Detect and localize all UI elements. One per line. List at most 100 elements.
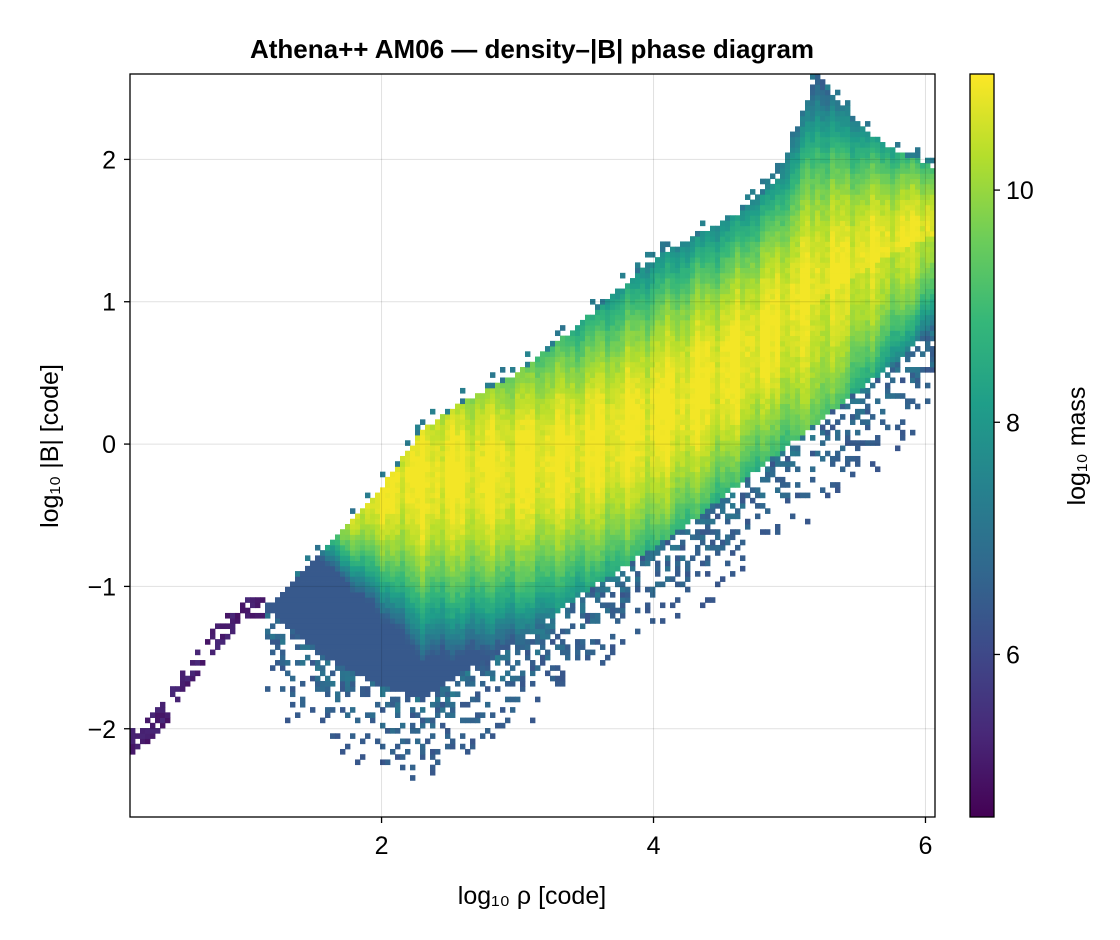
- heatmap-cell: [180, 670, 186, 677]
- heatmap-cell: [735, 429, 741, 436]
- heatmap-cell: [305, 644, 311, 650]
- heatmap-cell: [660, 398, 666, 405]
- heatmap-cell: [390, 639, 396, 645]
- heatmap-cell: [720, 325, 726, 331]
- heatmap-cell: [390, 597, 396, 603]
- heatmap-cell: [540, 508, 546, 514]
- heatmap-cell: [680, 319, 686, 326]
- heatmap-cell: [530, 670, 536, 677]
- heatmap-cell: [540, 544, 546, 551]
- heatmap-cell: [650, 445, 656, 452]
- heatmap-cell: [410, 764, 416, 771]
- heatmap-cell: [465, 424, 471, 431]
- heatmap-cell: [600, 367, 606, 373]
- heatmap-cell: [710, 340, 716, 347]
- heatmap-cell: [555, 544, 561, 551]
- heatmap-cell: [500, 393, 506, 399]
- heatmap-cell: [500, 466, 506, 473]
- heatmap-cell: [670, 330, 676, 337]
- heatmap-cell: [490, 487, 496, 493]
- heatmap-cell: [420, 581, 426, 588]
- heatmap-cell: [530, 387, 536, 394]
- heatmap-cell: [355, 654, 361, 661]
- heatmap-cell: [510, 419, 516, 425]
- heatmap-cell: [370, 628, 376, 635]
- heatmap-cell: [615, 387, 621, 394]
- heatmap-cell: [530, 612, 536, 619]
- heatmap-cell: [580, 435, 586, 441]
- heatmap-cell: [560, 576, 566, 582]
- heatmap-cell: [485, 544, 491, 551]
- heatmap-cell: [640, 476, 646, 483]
- heatmap-cell: [630, 424, 636, 431]
- heatmap-cell: [640, 513, 646, 520]
- heatmap-cell: [465, 518, 471, 525]
- heatmap-cell: [620, 346, 626, 352]
- heatmap-cell: [730, 419, 736, 425]
- heatmap-cell: [550, 539, 556, 546]
- heatmap-cell: [500, 602, 506, 609]
- heatmap-cell: [440, 707, 446, 713]
- heatmap-cell: [755, 435, 761, 441]
- heatmap-cell: [705, 298, 711, 305]
- heatmap-cell: [385, 597, 391, 603]
- heatmap-cell: [725, 319, 731, 326]
- heatmap-cell: [560, 382, 566, 389]
- heatmap-cell: [575, 560, 581, 567]
- heatmap-cell: [525, 408, 531, 415]
- heatmap-cell: [390, 628, 396, 635]
- heatmap-cell: [675, 330, 681, 337]
- heatmap-cell: [405, 503, 411, 509]
- heatmap-cell: [600, 534, 606, 541]
- heatmap-cell: [615, 367, 621, 373]
- heatmap-cell: [230, 623, 236, 630]
- heatmap-cell: [605, 387, 611, 394]
- heatmap-cell: [445, 550, 451, 556]
- heatmap-cell: [690, 440, 696, 446]
- heatmap-cell: [670, 403, 676, 410]
- heatmap-cell: [280, 597, 286, 603]
- heatmap-cell: [335, 560, 341, 567]
- heatmap-cell: [410, 503, 416, 509]
- heatmap-cell: [335, 633, 341, 640]
- heatmap-cell: [640, 529, 646, 535]
- heatmap-cell: [540, 414, 546, 420]
- heatmap-cell: [505, 471, 511, 478]
- heatmap-cell: [420, 607, 426, 614]
- heatmap-cell: [300, 680, 306, 687]
- heatmap-cell: [485, 581, 491, 588]
- heatmap-cell: [735, 482, 741, 488]
- heatmap-cell: [590, 403, 596, 410]
- heatmap-cell: [580, 429, 586, 436]
- heatmap-cell: [440, 534, 446, 541]
- heatmap-cell: [325, 712, 331, 718]
- heatmap-cell: [550, 450, 556, 457]
- heatmap-cell: [655, 304, 661, 310]
- heatmap-cell: [585, 356, 591, 363]
- heatmap-cell: [425, 550, 431, 556]
- heatmap-cell: [520, 414, 526, 420]
- heatmap-cell: [295, 576, 301, 582]
- heatmap-cell: [445, 612, 451, 619]
- heatmap-cell: [600, 393, 606, 399]
- heatmap-cell: [635, 319, 641, 326]
- heatmap-cell: [385, 550, 391, 556]
- heatmap-cell: [565, 424, 571, 431]
- heatmap-cell: [510, 665, 516, 671]
- heatmap-cell: [680, 476, 686, 483]
- heatmap-cell: [375, 576, 381, 582]
- heatmap-cell: [595, 445, 601, 452]
- heatmap-cell: [400, 623, 406, 630]
- heatmap-cell: [415, 482, 421, 488]
- heatmap-cell: [340, 529, 346, 535]
- heatmap-cell: [520, 408, 526, 415]
- heatmap-cell: [485, 466, 491, 473]
- heatmap-cell: [510, 455, 516, 462]
- heatmap-cell: [665, 403, 671, 410]
- heatmap-cell: [460, 654, 466, 661]
- heatmap-cell: [350, 586, 356, 593]
- heatmap-cell: [735, 419, 741, 425]
- heatmap-cell: [475, 487, 481, 493]
- heatmap-cell: [180, 680, 186, 687]
- heatmap-cell: [320, 654, 326, 661]
